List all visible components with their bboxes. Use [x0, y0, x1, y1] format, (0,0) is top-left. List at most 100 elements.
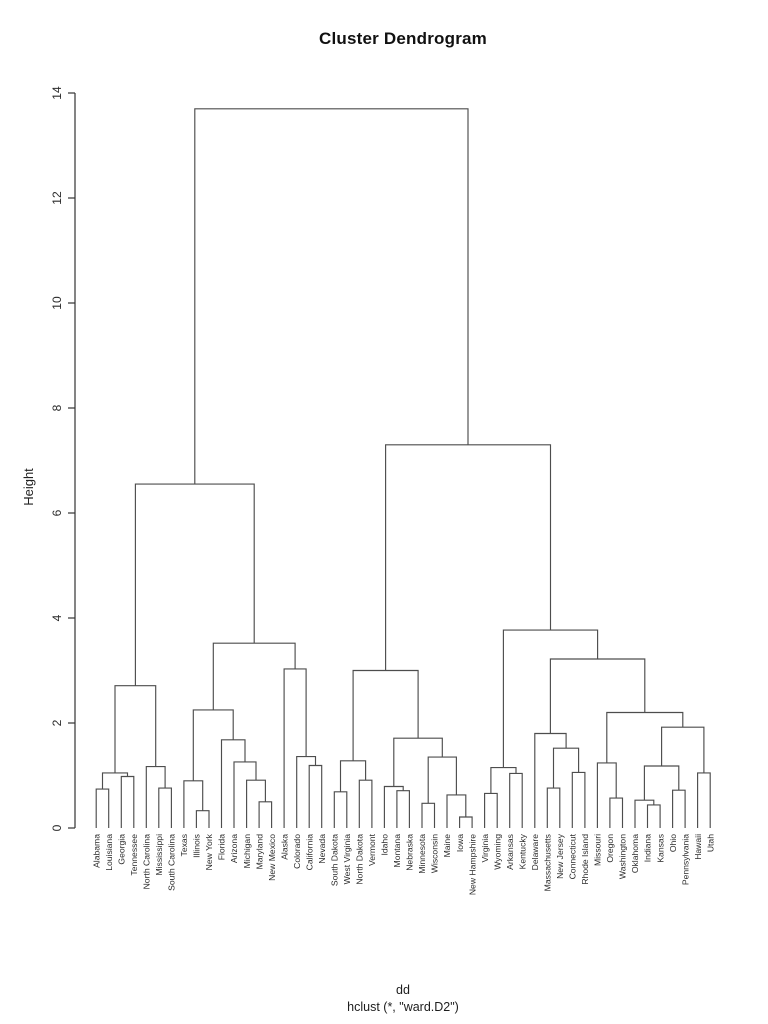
leaf-label: Missouri	[593, 834, 603, 866]
leaf-label: Tennessee	[129, 834, 139, 876]
dendrogram-link	[552, 747, 580, 789]
dendrogram-link	[393, 737, 443, 787]
dendrogram-link	[502, 629, 599, 768]
dendrogram-link	[643, 765, 680, 801]
dendrogram-link	[661, 726, 705, 773]
dendrogram-link	[283, 668, 307, 828]
dendrogram-link	[192, 709, 234, 781]
dendrogram-link	[606, 711, 684, 763]
leaf-label: Texas	[179, 834, 189, 856]
dendrogram-link	[509, 772, 523, 828]
dendrogram-link	[446, 794, 467, 828]
y-axis-tick-label: 0	[50, 824, 64, 831]
leaf-label: North Carolina	[142, 834, 152, 890]
leaf-label: New Jersey	[555, 833, 565, 879]
dendrogram-link	[194, 108, 469, 485]
dendrogram-link	[352, 669, 419, 761]
leaf-label: Virginia	[480, 834, 490, 863]
dendrogram-link	[220, 739, 246, 828]
dendrogram-link	[697, 772, 711, 828]
leaf-label: Illinois	[192, 834, 202, 858]
leaf-label: Michigan	[242, 834, 252, 869]
dendrogram-link	[101, 772, 129, 790]
leaf-label: Nebraska	[405, 834, 415, 871]
leaf-label: Georgia	[116, 834, 126, 865]
dendrogram-link	[120, 775, 135, 828]
leaf-label: North Dakota	[355, 834, 365, 885]
y-axis-tick-label: 12	[50, 191, 64, 205]
leaf-label: Arkansas	[505, 834, 515, 870]
dendrogram-link	[646, 804, 661, 828]
x-axis-caption-call: hclust (*, "ward.D2")	[347, 1000, 459, 1014]
dendrogram-link	[212, 642, 296, 710]
leaf-label: California	[304, 834, 314, 871]
leaf-label: Indiana	[643, 834, 653, 862]
dendrogram-link	[158, 787, 172, 828]
y-axis-tick-label: 14	[50, 86, 64, 100]
x-axis-caption-data: dd	[396, 983, 410, 997]
dendrogram-link	[672, 789, 686, 828]
y-axis-tick-label: 10	[50, 296, 64, 310]
dendrogram-link	[114, 685, 157, 773]
dendrogram-link	[459, 816, 473, 828]
dendrogram-link	[258, 801, 273, 828]
leaf-label: West Virginia	[342, 834, 352, 885]
leaf-label: Iowa	[455, 834, 465, 852]
dendrogram-link	[339, 760, 367, 792]
leaf-label: South Dakota	[329, 834, 339, 886]
dendrogram-link	[383, 785, 404, 828]
leaf-label: Alaska	[279, 834, 289, 860]
leaf-label: Washington	[618, 834, 628, 879]
dendrogram-link	[358, 779, 373, 828]
dendrogram-link	[571, 771, 586, 828]
dendrogram-link	[484, 792, 498, 828]
dendrogram-link	[396, 790, 410, 828]
leaf-label: Rhode Island	[580, 834, 590, 885]
dendrogram-link	[333, 791, 348, 828]
leaf-label: Louisiana	[104, 834, 114, 871]
leaf-label: New Mexico	[267, 834, 277, 881]
leaf-label: Delaware	[530, 834, 540, 871]
dendrogram-link	[490, 767, 517, 794]
dendrogram-link	[421, 802, 436, 828]
dendrogram-link	[549, 658, 646, 734]
leaf-label: Mississippi	[154, 834, 164, 876]
dendrogram-link	[534, 732, 567, 828]
leaf-label: Kansas	[655, 834, 665, 863]
leaf-label: Utah	[705, 834, 715, 852]
leaf-label: Idaho	[380, 834, 390, 856]
y-axis-tick-label: 6	[50, 509, 64, 516]
dendrogram-link	[296, 756, 317, 828]
dendrogram-link	[385, 444, 552, 671]
dendrogram-link	[183, 780, 204, 828]
leaf-label: Florida	[217, 834, 227, 860]
leaf-label: Hawaii	[693, 834, 703, 860]
dendrogram-link	[134, 483, 255, 686]
leaf-label: Alabama	[91, 834, 101, 868]
leaf-label: Wyoming	[492, 834, 502, 870]
dendrogram-link	[634, 799, 655, 828]
leaf-label: Arizona	[229, 834, 239, 863]
leaf-label: Colorado	[292, 834, 302, 869]
dendrogram-link	[308, 764, 323, 828]
dendrogram-link	[596, 762, 617, 828]
leaf-label: Maine	[442, 834, 452, 858]
leaf-label: Montana	[392, 834, 402, 868]
dendrogram-link	[195, 810, 210, 828]
chart-title: Cluster Dendrogram	[319, 29, 487, 48]
dendrogram-link	[246, 779, 266, 828]
y-axis-tick-label: 2	[50, 719, 64, 726]
leaf-label: Massachusetts	[542, 834, 552, 891]
leaf-label: Wisconsin	[430, 834, 440, 873]
leaf-label: Minnesota	[417, 834, 427, 874]
leaf-label: New Hampshire	[467, 834, 477, 895]
leaf-label: Vermont	[367, 833, 377, 866]
leaf-label: Nevada	[317, 834, 327, 864]
leaf-label: Ohio	[668, 834, 678, 852]
y-axis-tick-label: 4	[50, 614, 64, 621]
leaf-label: Oregon	[605, 834, 615, 863]
leaf-label: Oklahoma	[630, 834, 640, 873]
leaf-label: South Carolina	[167, 834, 177, 891]
